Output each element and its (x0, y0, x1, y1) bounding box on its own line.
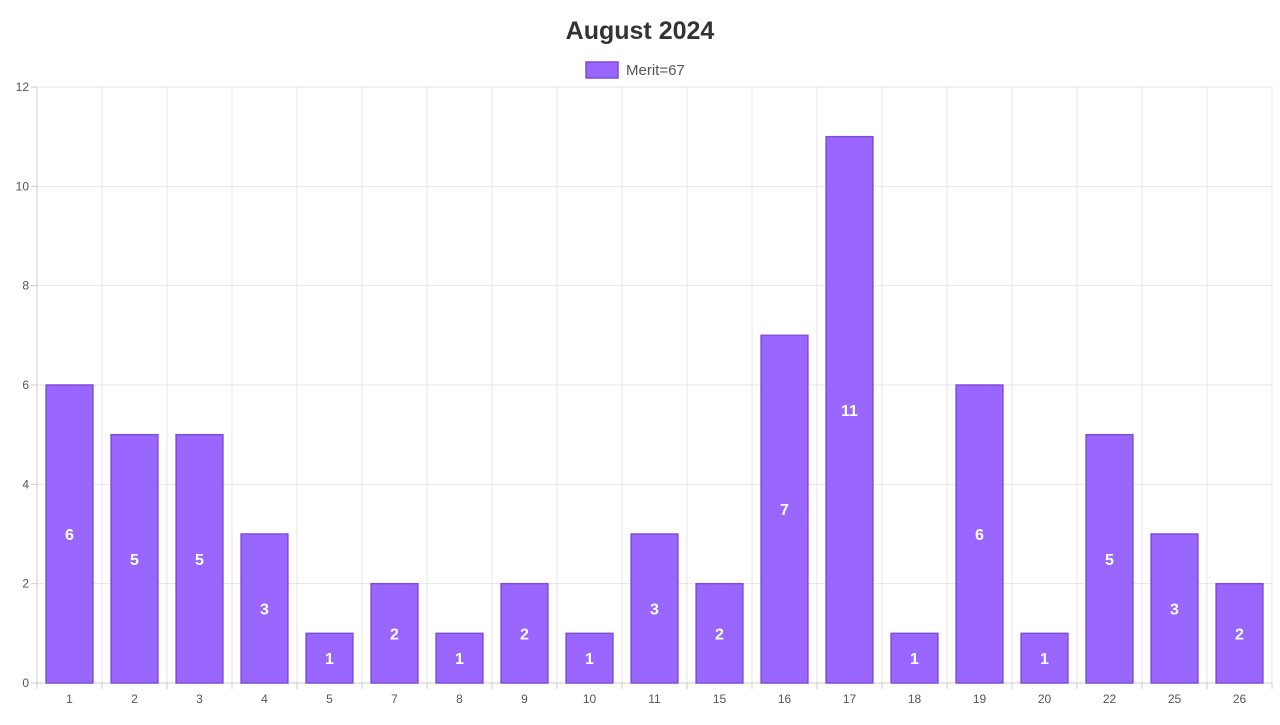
data-label: 2 (520, 626, 529, 643)
x-tick-label: 10 (583, 692, 597, 706)
data-label: 11 (841, 403, 858, 420)
data-label: 7 (780, 502, 789, 519)
grid (36, 86, 1273, 684)
bar[interactable] (175, 433, 224, 684)
bars (45, 135, 1264, 684)
bar[interactable] (435, 632, 484, 684)
bar[interactable] (1020, 632, 1069, 684)
data-label: 3 (1170, 602, 1179, 619)
data-label: 2 (1235, 626, 1244, 643)
bar[interactable] (45, 384, 94, 684)
y-tick-label: 0 (22, 676, 29, 690)
x-tick-label: 16 (778, 692, 792, 706)
data-label: 1 (910, 651, 919, 668)
bar[interactable] (240, 533, 289, 684)
y-tick-label: 2 (22, 577, 29, 591)
chart-title: August 2024 (566, 17, 715, 45)
bar[interactable] (1215, 582, 1264, 684)
bar[interactable] (825, 135, 874, 684)
bar[interactable] (890, 632, 939, 684)
data-label: 5 (130, 552, 139, 569)
bar[interactable] (630, 533, 679, 684)
x-tick-label: 3 (196, 692, 203, 706)
x-tick-label: 25 (1168, 692, 1182, 706)
y-tick-label: 10 (16, 179, 30, 193)
x-tick-label: 18 (908, 692, 922, 706)
bar[interactable] (305, 632, 354, 684)
data-label: 1 (1040, 651, 1049, 668)
data-label: 3 (260, 602, 269, 619)
x-tick-label: 15 (713, 692, 727, 706)
x-tick-label: 26 (1233, 692, 1247, 706)
bar[interactable] (565, 632, 614, 684)
x-tick-label: 7 (391, 692, 398, 706)
y-tick-label: 8 (22, 279, 29, 293)
bar[interactable] (955, 384, 1004, 684)
y-tick-label: 6 (22, 378, 29, 392)
data-label: 2 (390, 626, 399, 643)
data-label: 3 (650, 602, 659, 619)
data-label: 6 (65, 527, 74, 544)
data-label: 6 (975, 527, 984, 544)
data-label: 1 (585, 651, 594, 668)
bar[interactable] (110, 433, 159, 684)
legend[interactable]: Merit=67 (585, 61, 685, 79)
data-label: 5 (195, 552, 204, 569)
y-tick-label: 12 (16, 80, 30, 94)
bar[interactable] (695, 582, 744, 684)
x-tick-label: 11 (648, 692, 661, 706)
x-tick-label: 4 (261, 692, 268, 706)
x-tick-label: 5 (326, 692, 333, 706)
x-tick-label: 17 (843, 692, 857, 706)
data-label: 1 (325, 651, 334, 668)
x-tick-label: 9 (521, 692, 528, 706)
x-tick-label: 1 (66, 692, 73, 706)
data-label: 1 (455, 651, 464, 668)
x-tick-label: 19 (973, 692, 987, 706)
x-tick-label: 20 (1038, 692, 1052, 706)
x-tick-label: 2 (131, 692, 138, 706)
y-tick-label: 4 (22, 477, 29, 491)
bar[interactable] (760, 334, 809, 684)
data-label: 2 (715, 626, 724, 643)
x-tick-label: 8 (456, 692, 463, 706)
legend-label: Merit=67 (626, 62, 685, 79)
bar[interactable] (1085, 433, 1134, 684)
x-tick-label: 22 (1103, 692, 1117, 706)
legend-swatch (585, 61, 619, 79)
data-label: 5 (1105, 552, 1114, 569)
bar[interactable] (1150, 533, 1199, 684)
bar[interactable] (370, 582, 419, 684)
bar[interactable] (500, 582, 549, 684)
